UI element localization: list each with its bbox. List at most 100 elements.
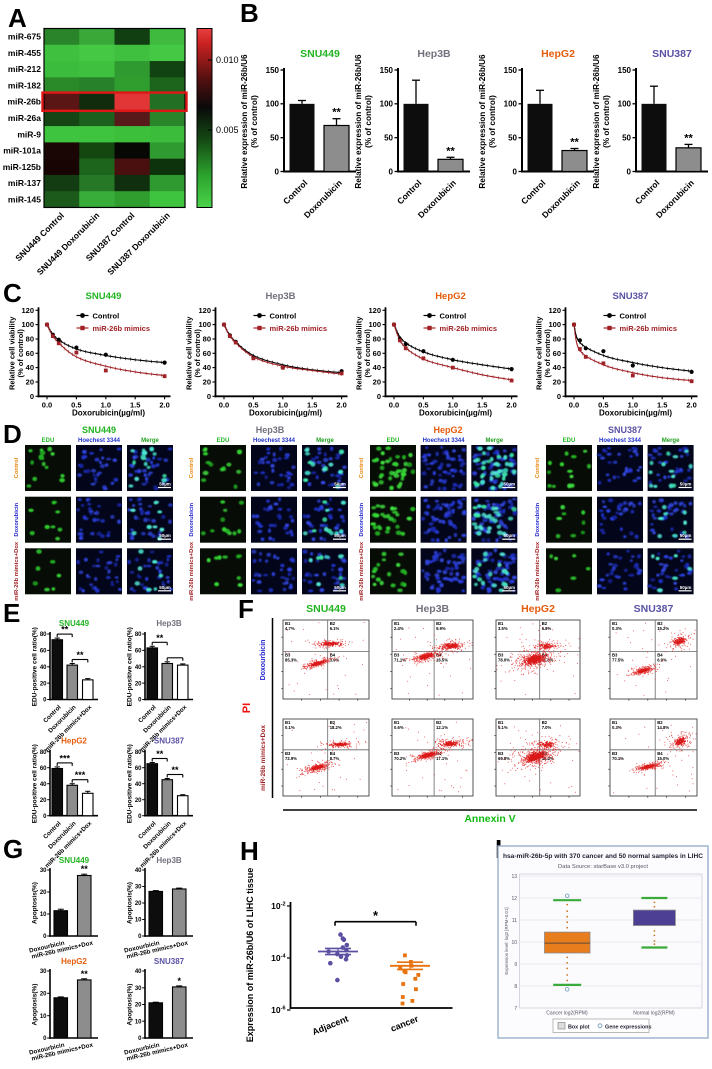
svg-text:Doxorubicin: Doxorubicin [14, 502, 20, 536]
svg-text:(% of control): (% of control) [363, 329, 372, 378]
svg-text:miR-182: miR-182 [8, 80, 41, 90]
svg-text:**: ** [332, 107, 341, 119]
svg-text:EDU: EDU [563, 438, 576, 444]
svg-text:30: 30 [40, 969, 47, 975]
svg-text:(% of control): (% of control) [16, 329, 25, 378]
svg-text:EDU-positive cell ratio(%): EDU-positive cell ratio(%) [32, 627, 39, 706]
svg-text:B4: B4 [657, 751, 663, 756]
svg-text:miR-212: miR-212 [8, 64, 41, 74]
svg-text:**: ** [156, 749, 164, 759]
svg-text:120: 120 [21, 306, 34, 315]
svg-text:EDU-positive cell ratio(%): EDU-positive cell ratio(%) [32, 744, 39, 823]
svg-text:15.0%: 15.0% [657, 756, 669, 761]
svg-text:miR-145: miR-145 [8, 194, 41, 204]
svg-text:B1: B1 [285, 621, 291, 626]
svg-text:Control: Control [359, 457, 365, 478]
svg-text:50µm: 50µm [503, 533, 515, 538]
svg-text:Hep3B: Hep3B [265, 291, 295, 302]
svg-text:HepG2: HepG2 [541, 48, 575, 60]
svg-text:0: 0 [138, 934, 142, 940]
svg-text:EDU: EDU [42, 438, 55, 444]
svg-text:15.2%: 15.2% [657, 626, 669, 631]
svg-text:30: 30 [135, 986, 142, 992]
svg-text:50µm: 50µm [159, 585, 171, 590]
svg-text:B1: B1 [612, 720, 618, 725]
svg-text:10-2: 10-2 [271, 901, 285, 911]
svg-text:Gene expressions: Gene expressions [605, 1025, 651, 1031]
svg-text:Doxorubicin: Doxorubicin [189, 502, 195, 536]
svg-text:0.005: 0.005 [216, 125, 239, 135]
svg-text:Doxorubicin(µg/ml): Doxorubicin(µg/ml) [599, 409, 672, 418]
svg-text:HepG2: HepG2 [61, 957, 87, 966]
svg-text:1.0: 1.0 [628, 400, 638, 409]
svg-text:**: ** [81, 864, 89, 874]
svg-text:EDU: EDU [217, 438, 230, 444]
svg-text:2.0: 2.0 [686, 400, 696, 409]
svg-text:**: ** [171, 765, 179, 775]
svg-text:SNU387: SNU387 [613, 291, 649, 302]
svg-text:80: 80 [40, 750, 47, 756]
svg-text:100: 100 [198, 320, 211, 329]
svg-text:100: 100 [548, 320, 561, 329]
svg-text:(% of control): (% of control) [250, 95, 259, 148]
svg-text:10: 10 [135, 1020, 142, 1026]
svg-text:20: 20 [135, 901, 142, 907]
svg-text:100: 100 [504, 100, 518, 109]
svg-text:0.010: 0.010 [216, 55, 239, 65]
svg-text:60: 60 [40, 649, 47, 655]
svg-text:B3: B3 [612, 653, 618, 658]
svg-text:9.9%: 9.9% [436, 626, 446, 631]
svg-text:(% of control): (% of control) [543, 329, 552, 378]
svg-text:Hep3B: Hep3B [417, 48, 451, 60]
svg-text:Control: Control [14, 457, 20, 478]
svg-text:3.9%: 3.9% [330, 658, 340, 663]
svg-text:0: 0 [43, 934, 47, 940]
svg-text:miR-26b mimics: miR-26b mimics [270, 324, 328, 333]
svg-text:***: *** [60, 753, 71, 763]
svg-text:50µm: 50µm [503, 585, 515, 590]
svg-text:miR-26b mimics+Dox: miR-26b mimics+Dox [535, 541, 541, 601]
svg-text:0: 0 [627, 167, 632, 176]
svg-text:Control: Control [270, 312, 297, 321]
svg-text:40: 40 [203, 363, 211, 372]
svg-text:Doxorubicin: Doxorubicin [359, 502, 365, 536]
svg-text:Merge: Merge [662, 438, 680, 444]
svg-text:miR-26b: miR-26b [7, 97, 41, 107]
svg-text:**: ** [61, 625, 69, 635]
svg-text:Data Source: starBase v3.0 pro: Data Source: starBase v3.0 project [558, 864, 648, 870]
svg-text:A: A [8, 3, 27, 33]
svg-text:50µm: 50µm [159, 482, 171, 487]
svg-text:HepG2: HepG2 [435, 291, 466, 302]
svg-text:Cancer log2(RPM): Cancer log2(RPM) [546, 1011, 588, 1017]
svg-text:(% of control): (% of control) [364, 95, 373, 148]
svg-text:60: 60 [373, 349, 381, 358]
svg-text:50µm: 50µm [334, 533, 346, 538]
svg-text:0.3%: 0.3% [612, 626, 622, 631]
svg-text:G: G [3, 834, 23, 864]
svg-text:Hoechest 3344: Hoechest 3344 [423, 438, 466, 444]
svg-text:miR-9: miR-9 [17, 129, 41, 139]
svg-text:Hep3B: Hep3B [256, 425, 285, 435]
svg-text:HepG2: HepG2 [521, 603, 555, 615]
svg-text:Control: Control [189, 457, 195, 478]
svg-text:0.5: 0.5 [71, 400, 81, 409]
svg-text:*: * [373, 908, 379, 923]
svg-text:6.8%: 6.8% [542, 626, 552, 631]
svg-text:13: 13 [512, 874, 518, 880]
svg-text:Control: Control [93, 312, 120, 321]
svg-text:40: 40 [40, 665, 47, 671]
svg-text:60: 60 [553, 349, 561, 358]
svg-text:miR-26b mimics+Dox: miR-26b mimics+Dox [189, 541, 195, 601]
svg-text:80: 80 [373, 335, 381, 344]
svg-text:Annexin V: Annexin V [464, 813, 515, 825]
svg-text:HepG2: HepG2 [61, 737, 87, 746]
svg-text:Hep3B: Hep3B [156, 856, 182, 865]
svg-text:Hoechest 3344: Hoechest 3344 [78, 438, 121, 444]
svg-text:**: ** [684, 132, 693, 144]
svg-text:40: 40 [135, 782, 142, 788]
svg-text:2.0: 2.0 [506, 400, 516, 409]
svg-text:0.0: 0.0 [389, 400, 399, 409]
svg-text:80: 80 [135, 632, 142, 638]
svg-text:10: 10 [135, 918, 142, 924]
svg-text:20: 20 [40, 798, 47, 804]
